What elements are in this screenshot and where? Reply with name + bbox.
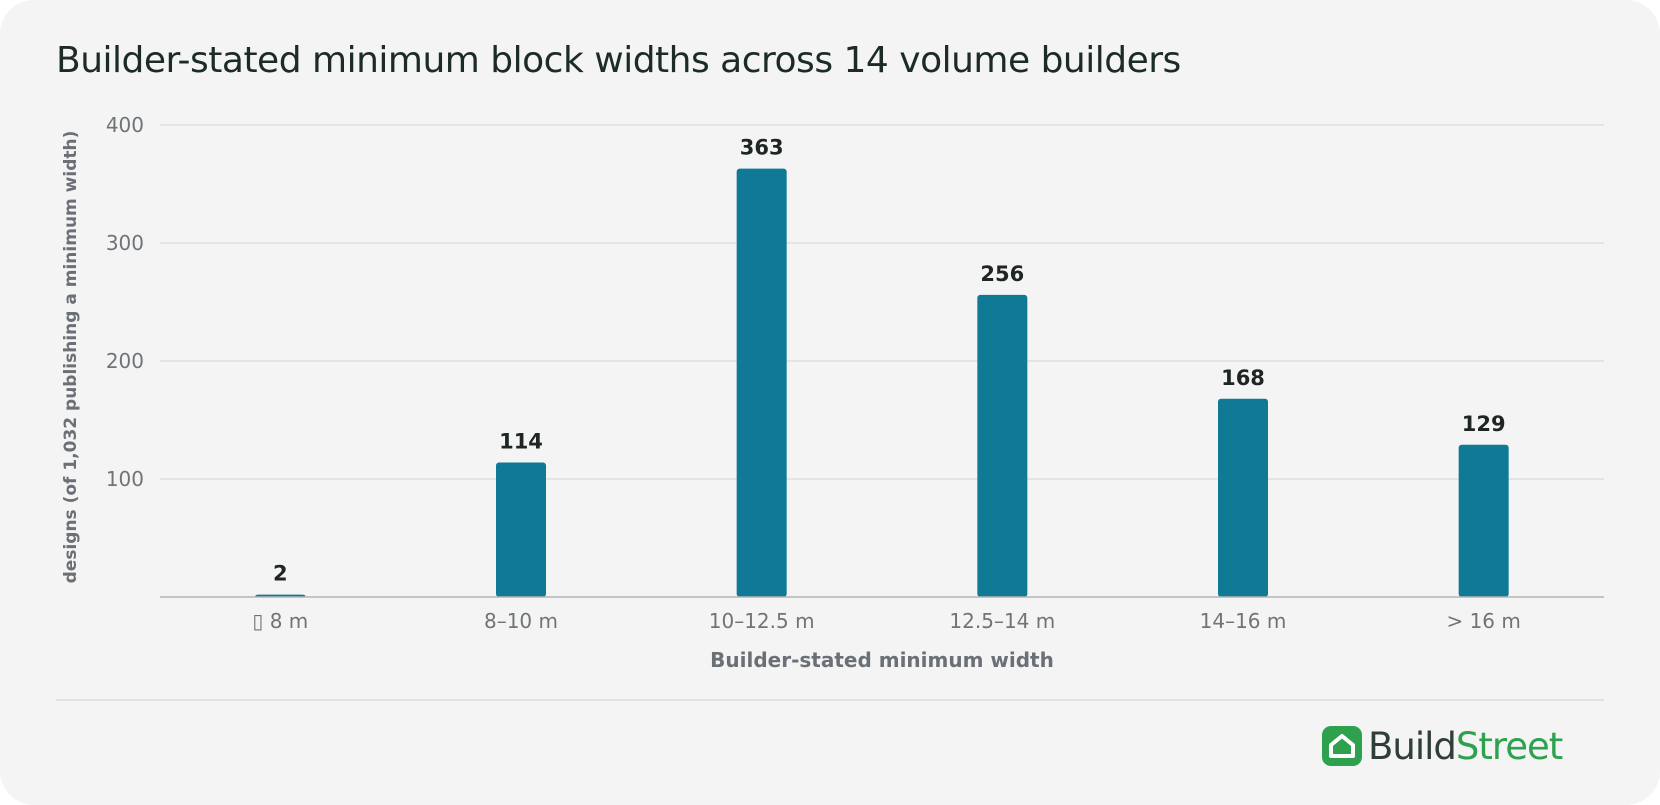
brand-name-street: Street <box>1455 724 1563 768</box>
bar-value-label: 256 <box>980 262 1024 286</box>
house-icon <box>1322 726 1362 766</box>
bar <box>1458 444 1509 597</box>
bars <box>255 168 1509 597</box>
bar-value-label: 363 <box>740 136 784 160</box>
y-tick-label: 200 <box>106 349 144 373</box>
bar-value-label: 168 <box>1221 366 1265 390</box>
bar <box>496 462 546 597</box>
buildstreet-logo: Build Street <box>1322 724 1563 768</box>
y-tick-label: 100 <box>106 467 144 491</box>
brand-name-build: Build <box>1368 724 1457 768</box>
bar <box>977 294 1028 597</box>
chart-title: Builder-stated minimum block widths acro… <box>56 40 1181 81</box>
gridlines <box>160 124 1604 480</box>
y-axis-title: designs (of 1,032 publishing a minimum w… <box>61 131 81 584</box>
y-tick-labels: 100 200 300 400 <box>106 113 144 491</box>
x-tick-label: ▯ 8 m <box>252 609 308 633</box>
bar-value-label: 129 <box>1462 412 1506 436</box>
bar <box>1218 398 1268 597</box>
bar-value-label: 2 <box>273 562 288 586</box>
bar-value-labels: 2 114 363 256 168 129 <box>273 136 1506 586</box>
x-tick-label: 8–10 m <box>484 609 558 633</box>
x-tick-label: > 16 m <box>1446 609 1520 633</box>
x-axis-title: Builder-stated minimum width <box>710 648 1054 672</box>
bar-value-label: 114 <box>499 429 543 453</box>
y-tick-label: 400 <box>106 113 144 137</box>
x-tick-label: 12.5–14 m <box>949 609 1055 633</box>
x-tick-labels: ▯ 8 m 8–10 m 10–12.5 m 12.5–14 m 14–16 m > 16… <box>252 609 1521 633</box>
x-tick-label: 10–12.5 m <box>709 609 815 633</box>
bar <box>736 168 787 597</box>
y-tick-label: 300 <box>106 231 144 255</box>
x-tick-label: 14–16 m <box>1200 609 1287 633</box>
